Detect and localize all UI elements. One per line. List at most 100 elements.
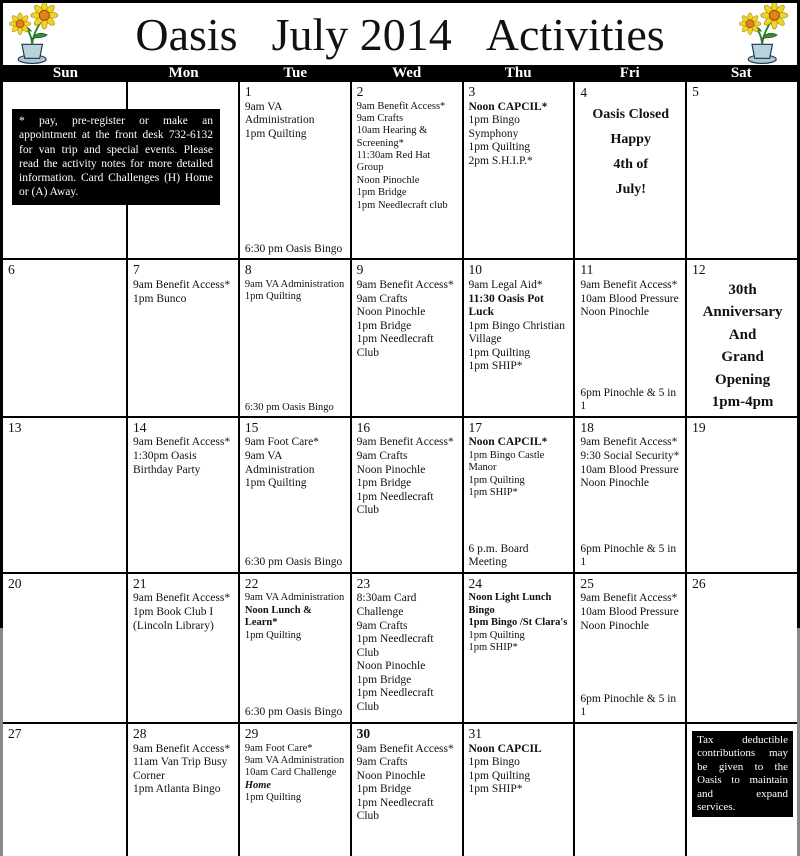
event-text: 6pm Pinochle & 5 in 1 bbox=[580, 693, 681, 720]
calendar-cell-26: 26 bbox=[687, 573, 797, 723]
weekday-label-sat: Sat bbox=[730, 65, 752, 81]
event-text: 1pm Bridge bbox=[357, 187, 458, 199]
event-text: 1pm Bridge bbox=[357, 320, 458, 334]
event-text: 9am Benefit Access* bbox=[133, 743, 234, 757]
event-text: 11:30am Red Hat Group bbox=[357, 150, 458, 175]
calendar-cell-21: 21 9am Benefit Access* 1pm Book Club I (Lin… bbox=[128, 573, 238, 723]
day-number: 9 bbox=[356, 262, 364, 278]
event-label: Noon Pinochle bbox=[356, 463, 426, 476]
event-label: 9am VA Administration bbox=[244, 100, 315, 127]
day-number: 11 bbox=[580, 262, 594, 278]
event-label: 1pm Bridge bbox=[356, 187, 407, 199]
event-label: 1pm SHIP* bbox=[468, 487, 518, 499]
event-label: 30th Anniversary bbox=[702, 281, 783, 321]
event-text: 1pm Quilting bbox=[469, 141, 570, 155]
event-text: 1pm Quilting bbox=[245, 792, 346, 804]
event-label: 1pm Book Club I bbox=[133, 606, 214, 619]
event-text: 1pm Bingo /St Clara's bbox=[469, 617, 570, 629]
registration-note: * pay, pre-register or make an appointme… bbox=[12, 109, 220, 205]
event-text: 1pm Bingo Castle Manor bbox=[469, 450, 570, 475]
calendar-cell-29: 29 9am Foot Care* 9am VA Administration 10a… bbox=[239, 724, 350, 856]
event-label: 4th of bbox=[613, 156, 649, 172]
weekday-label-wed: Wed bbox=[392, 65, 422, 81]
day-number: 7 bbox=[133, 262, 140, 278]
title-word-oasis: Oasis bbox=[135, 9, 238, 60]
calendar-cell-14: 14 9am Benefit Access* 1:30pm Oasis Birthd… bbox=[128, 417, 238, 572]
event-label: 1pm Quilting bbox=[244, 477, 307, 490]
day-number: 14 bbox=[133, 419, 147, 435]
calendar-cell-18: 18 9am Benefit Access* 9:30 Social Securit… bbox=[575, 417, 686, 572]
event-label: 9am Crafts bbox=[356, 450, 408, 463]
event-label: 9:30 Social Security* bbox=[580, 450, 680, 463]
event-text: 1pm Quilting bbox=[245, 630, 346, 642]
weekday-label-sun: Sun bbox=[52, 65, 78, 81]
event-text: 1pm Needlecraft Club bbox=[357, 633, 458, 660]
calendar-cell-17: 17 Noon CAPCIL* 1pm Bingo Castle Manor 1pm … bbox=[463, 417, 574, 572]
calendar-grid: * pay, pre-register or make an appointme… bbox=[3, 82, 797, 856]
event-text: 30th Anniversary bbox=[692, 279, 793, 324]
event-label: 9am Crafts bbox=[356, 112, 404, 124]
event-text: 1pm Quilting bbox=[469, 630, 570, 642]
event-text: Grand Opening bbox=[692, 346, 793, 391]
day-number: 5 bbox=[692, 84, 699, 99]
day-number: 22 bbox=[244, 575, 259, 591]
event-label: 1pm Needlecraft Club bbox=[356, 687, 434, 713]
event-text: 10am Blood Pressure bbox=[580, 606, 681, 620]
calendar-cell-22: 22 9am VA Administration Noon Lunch & Lear… bbox=[239, 573, 350, 723]
event-text: 1pm Needlecraft Club bbox=[357, 333, 458, 360]
event-text: 9am Benefit Access* bbox=[133, 592, 234, 606]
event-label: 1pm Bingo bbox=[468, 756, 520, 769]
event-text: 1pm SHIP* bbox=[469, 360, 570, 374]
day-number: 20 bbox=[8, 575, 22, 591]
event-text: 9am VA Administration bbox=[245, 755, 346, 767]
event-label: 9am Benefit Access* bbox=[133, 592, 231, 605]
day-number: 28 bbox=[133, 726, 147, 742]
event-text: 1pm SHIP* bbox=[469, 642, 570, 654]
calendar-cell-empty: Tax deductible contributions may be give… bbox=[687, 724, 797, 856]
event-text: 9am VA Administration bbox=[245, 450, 346, 477]
event-label: 1pm Bridge bbox=[356, 477, 412, 490]
event-text: Noon Pinochle bbox=[357, 660, 458, 674]
event-label: 9am Legal Aid* bbox=[468, 278, 543, 291]
event-label: 10am Blood Pressure bbox=[580, 606, 679, 619]
event-label: Noon CAPCIL bbox=[468, 742, 542, 755]
event-label: 1pm SHIP* bbox=[468, 641, 518, 653]
weekday-label-mon: Mon bbox=[168, 65, 199, 81]
calendar-cell-19: 19 bbox=[687, 417, 797, 572]
event-label: 1pm Quilting bbox=[244, 629, 302, 641]
event-label: 1pm Quilting bbox=[468, 629, 525, 641]
event-label: 9am Benefit Access* bbox=[356, 742, 454, 755]
event-text: Noon Pinochle bbox=[580, 620, 681, 634]
calendar-cell-5: 5 bbox=[687, 82, 797, 259]
event-text: 9am Benefit Access* bbox=[580, 592, 681, 606]
calendar-cell-12: 12 30th Anniversary And Grand Opening 1pm-4p… bbox=[687, 260, 797, 416]
event-label: 8:30am Card Challenge bbox=[356, 592, 417, 619]
event-text: 6:30 pm Oasis Bingo bbox=[245, 556, 346, 570]
event-label: 1pm Quilting bbox=[244, 127, 307, 140]
event-label: 6:30 pm Oasis Bingo bbox=[244, 242, 343, 255]
event-label: 1pm Quilting bbox=[244, 291, 302, 303]
event-label: Noon Pinochle bbox=[580, 477, 650, 490]
event-label: 1pm Bingo Castle Manor bbox=[468, 450, 545, 474]
event-label: 1pm Needlecraft Club bbox=[356, 633, 434, 659]
event-label: 9am VA Administration bbox=[244, 592, 345, 604]
event-label: 11:30 Oasis Pot Luck bbox=[468, 292, 544, 319]
event-text: 9am Crafts bbox=[357, 293, 458, 307]
weekday-header-bar: Sun Mon Tue Wed Thu Fri Sat bbox=[3, 65, 797, 82]
event-text: 1pm SHIP* bbox=[469, 783, 570, 797]
event-label: Noon Pinochle bbox=[580, 306, 650, 319]
event-text: Noon Pinochle bbox=[357, 175, 458, 187]
title-word-month: July 2014 bbox=[271, 9, 452, 60]
event-label: 1pm Needlecraft Club bbox=[356, 796, 434, 823]
event-text: 1pm Needlecraft Club bbox=[357, 491, 458, 518]
event-text: 9am Foot Care* bbox=[245, 436, 346, 450]
event-text: 6pm Pinochle & 5 in 1 bbox=[580, 543, 681, 570]
event-emphasis: Home bbox=[244, 779, 272, 791]
calendar-cell-25: 25 9am Benefit Access* 10am Blood Pressure… bbox=[575, 573, 686, 723]
calendar-cell-28: 28 9am Benefit Access* 11am Van Trip Busy … bbox=[128, 724, 238, 856]
event-label: 1pm-4pm bbox=[711, 394, 774, 411]
event-text: 1pm SHIP* bbox=[469, 487, 570, 499]
event-text: July! bbox=[580, 177, 681, 202]
event-label: 9am Benefit Access* bbox=[133, 278, 231, 291]
